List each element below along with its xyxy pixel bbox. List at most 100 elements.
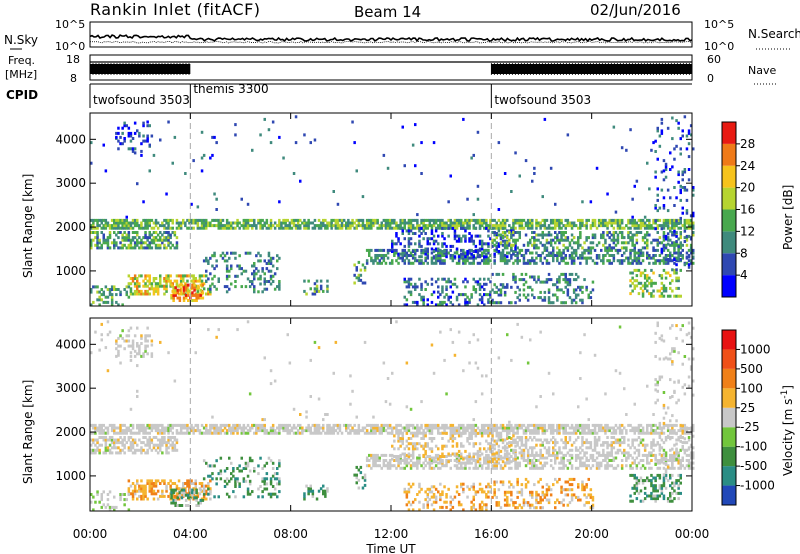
scatter-cell bbox=[407, 423, 411, 427]
scatter-cell bbox=[522, 293, 526, 297]
scatter-cell bbox=[303, 133, 306, 137]
scatter-cell bbox=[382, 461, 386, 465]
scatter-cell bbox=[685, 431, 689, 435]
scatter-cell bbox=[374, 464, 377, 468]
scatter-cell bbox=[169, 443, 172, 447]
scatter-cell bbox=[357, 431, 361, 435]
scatter-cell bbox=[115, 218, 118, 222]
scatter-cell bbox=[420, 288, 423, 291]
scatter-cell bbox=[687, 255, 691, 259]
scatter-cell bbox=[171, 243, 174, 247]
scatter-cell bbox=[198, 218, 202, 222]
scatter-cell bbox=[201, 296, 205, 300]
scatter-cell bbox=[127, 479, 131, 483]
scatter-cell bbox=[462, 466, 465, 470]
scatter-cell bbox=[447, 280, 450, 284]
scatter-cell bbox=[512, 218, 515, 222]
scatter-cell bbox=[351, 426, 354, 430]
scatter-cell bbox=[533, 278, 536, 282]
scatter-cell bbox=[376, 429, 379, 433]
scatter-cell bbox=[518, 426, 521, 430]
scatter-cell bbox=[225, 482, 229, 486]
scatter-cell bbox=[531, 293, 534, 297]
scatter-cell bbox=[510, 254, 513, 257]
scatter-cell bbox=[133, 489, 137, 493]
scatter-cell bbox=[501, 231, 505, 234]
scatter-cell bbox=[564, 431, 567, 435]
beam-label: Beam 14 bbox=[354, 3, 421, 21]
scatter-cell bbox=[386, 251, 390, 255]
scatter-cell bbox=[259, 456, 262, 460]
scatter-cell bbox=[428, 464, 432, 468]
scatter-cell bbox=[664, 218, 668, 222]
scatter-cell bbox=[543, 426, 547, 430]
scatter-cell bbox=[424, 247, 427, 251]
scatter-cell bbox=[606, 423, 609, 427]
scatter-cell bbox=[589, 226, 593, 230]
scatter-cell bbox=[512, 261, 515, 265]
scatter-cell bbox=[483, 456, 486, 460]
scatter-cell bbox=[261, 426, 264, 430]
scatter-cell bbox=[420, 248, 423, 252]
scatter-cell bbox=[673, 224, 676, 228]
scatter-cell bbox=[434, 456, 438, 460]
scatter-cell bbox=[165, 426, 168, 430]
scatter-cell bbox=[296, 224, 300, 228]
scatter-cell bbox=[416, 259, 419, 263]
noise-left-tick-top: 10^5 bbox=[55, 18, 85, 31]
scatter-cell bbox=[127, 448, 131, 452]
scatter-cell bbox=[512, 238, 515, 242]
scatter-cell bbox=[207, 289, 210, 293]
scatter-cell bbox=[165, 489, 168, 493]
scatter-cell bbox=[395, 248, 398, 252]
scatter-cell bbox=[604, 238, 607, 242]
scatter-cell bbox=[692, 248, 695, 252]
scatter-cell bbox=[476, 184, 480, 188]
scatter-cell bbox=[512, 233, 515, 237]
scatter-cell bbox=[535, 246, 538, 250]
scatter-cell bbox=[163, 231, 166, 234]
scatter-cell bbox=[614, 429, 618, 433]
scatter-cell bbox=[549, 278, 553, 282]
scatter-cell bbox=[161, 479, 164, 483]
scatter-cell bbox=[104, 443, 108, 447]
scatter-cell bbox=[184, 172, 187, 175]
scatter-cell bbox=[146, 134, 149, 138]
scatter-cell bbox=[631, 241, 634, 245]
scatter-cell bbox=[420, 426, 423, 430]
scatter-cell bbox=[127, 487, 131, 491]
scatter-cell bbox=[123, 243, 126, 247]
scatter-cell bbox=[443, 300, 446, 304]
scatter-cell bbox=[635, 251, 639, 255]
scatter-cell bbox=[177, 487, 181, 491]
scatter-cell bbox=[159, 277, 162, 280]
scatter-cell bbox=[177, 224, 181, 228]
scatter-cell bbox=[533, 453, 536, 457]
scatter-cell bbox=[620, 261, 624, 265]
scatter-cell bbox=[581, 221, 584, 225]
scatter-cell bbox=[173, 438, 177, 442]
scatter-cell bbox=[374, 453, 377, 457]
scatter-cell bbox=[386, 423, 390, 427]
scatter-cell bbox=[570, 224, 574, 228]
scatter-cell bbox=[541, 224, 544, 228]
scatter-cell bbox=[284, 423, 287, 427]
scatter-cell bbox=[430, 237, 434, 241]
scatter-cell bbox=[234, 495, 237, 499]
scatter-cell bbox=[288, 224, 292, 228]
scatter-cell bbox=[123, 429, 126, 433]
scatter-cell bbox=[526, 459, 530, 462]
scatter-cell bbox=[662, 196, 666, 200]
scatter-cell bbox=[96, 429, 99, 433]
scatter-cell bbox=[656, 218, 659, 222]
scatter-cell bbox=[451, 254, 455, 257]
scatter-cell bbox=[430, 423, 434, 427]
scatter-cell bbox=[127, 436, 131, 439]
scatter-cell bbox=[485, 248, 488, 252]
scatter-cell bbox=[522, 283, 526, 287]
scatter-cell bbox=[524, 224, 528, 228]
scatter-cell bbox=[422, 221, 425, 225]
scatter-cell bbox=[637, 426, 641, 430]
scatter-cell bbox=[558, 238, 561, 242]
